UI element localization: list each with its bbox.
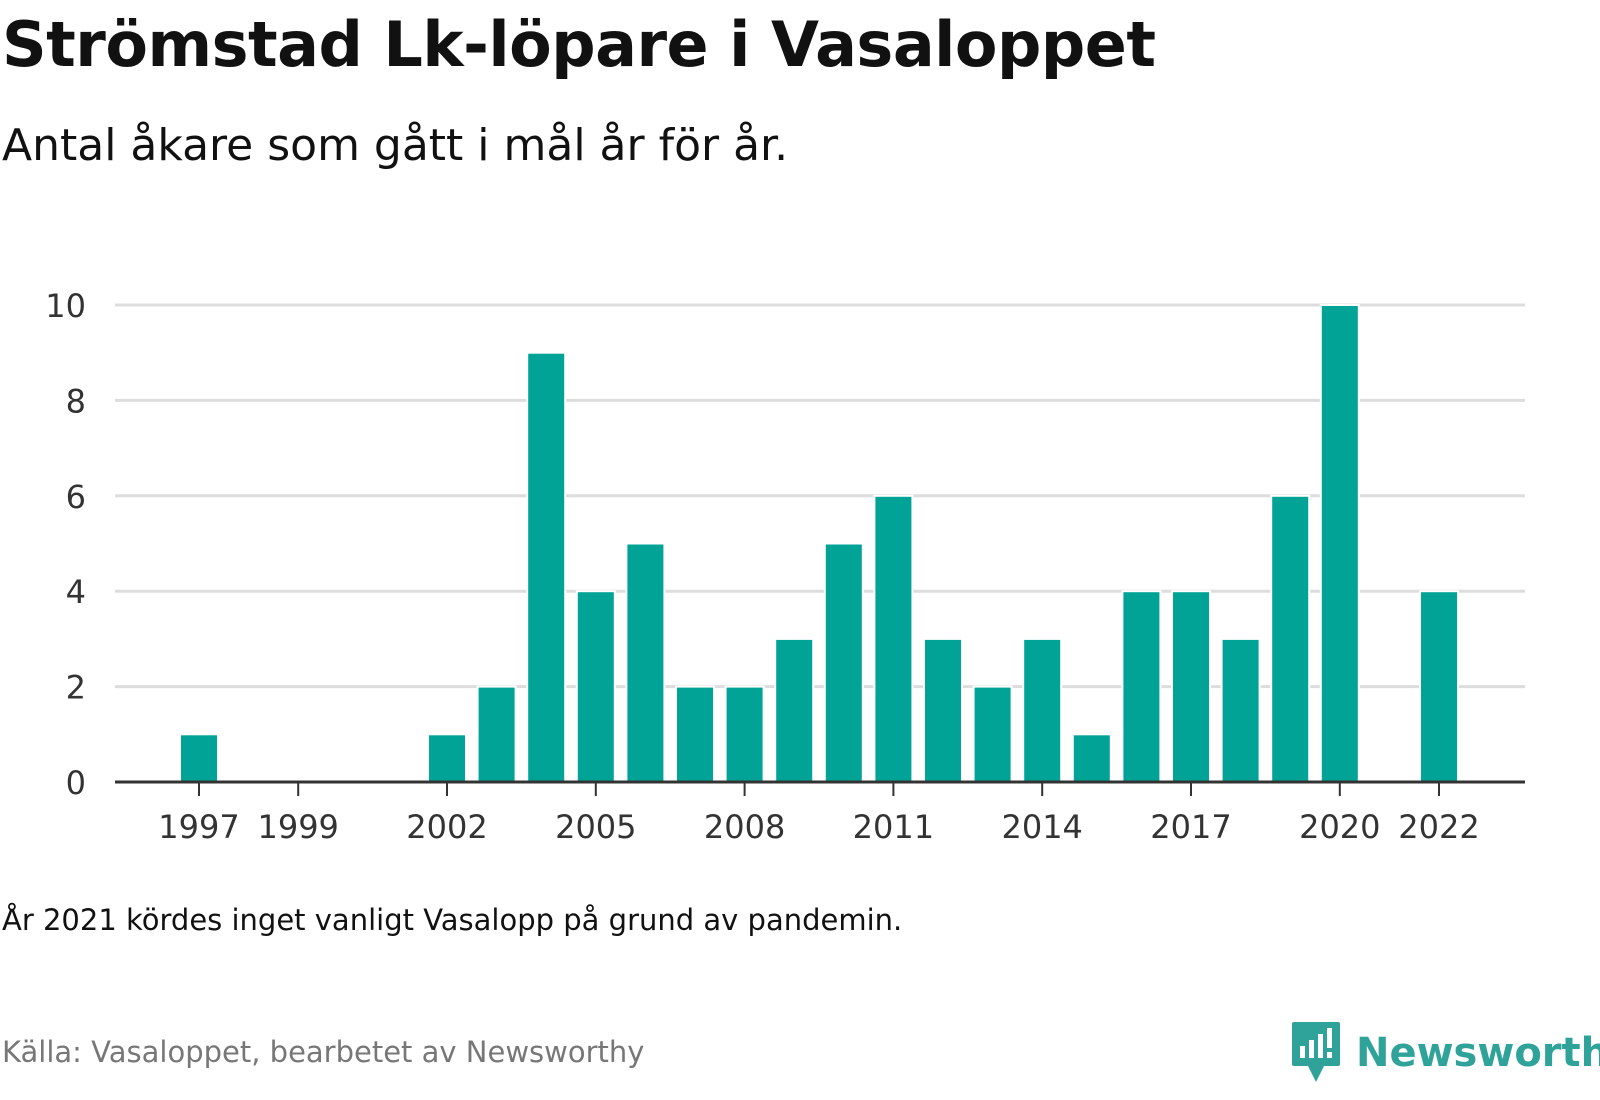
bar xyxy=(575,590,616,784)
bar xyxy=(972,685,1013,783)
bar xyxy=(179,733,219,783)
bar xyxy=(427,733,467,783)
y-tick-label: 10 xyxy=(45,287,86,325)
bar xyxy=(1319,304,1360,783)
y-axis-ticks: 0 2 4 6 8 10 xyxy=(45,287,86,802)
y-tick-label: 6 xyxy=(66,478,86,516)
chart-subtitle: Antal åkare som gått i mål år för år. xyxy=(2,120,789,171)
x-tick-label: 2014 xyxy=(1001,808,1082,846)
bar xyxy=(526,351,567,783)
bar xyxy=(823,542,864,783)
x-tick-label: 2011 xyxy=(853,808,934,846)
bar xyxy=(1270,494,1311,783)
bar-chart: 0 2 4 6 8 10 1997 1999 2002 2005 2008 2011 2014 2017… xyxy=(45,287,1525,846)
chart-note: År 2021 kördes inget vanligt Vasalopp på… xyxy=(2,903,903,937)
bar xyxy=(675,685,715,783)
x-tick-label: 1999 xyxy=(257,808,338,846)
bar xyxy=(724,685,765,783)
newsworthy-chart-icon xyxy=(1292,1022,1340,1082)
x-tick-label: 2020 xyxy=(1299,808,1380,846)
grid-lines xyxy=(115,303,1525,689)
y-tick-label: 4 xyxy=(66,573,86,611)
bar xyxy=(1071,733,1112,783)
chart-title: Strömstad Lk-löpare i Vasaloppet xyxy=(2,8,1156,81)
y-tick-label: 2 xyxy=(66,669,86,707)
x-tick-label: 2022 xyxy=(1398,808,1479,846)
bar xyxy=(774,637,815,784)
y-tick-label: 8 xyxy=(66,382,86,420)
x-tick-label: 1997 xyxy=(158,808,239,846)
x-tick-label: 2017 xyxy=(1150,808,1231,846)
newsworthy-logo[interactable]: Newsworthy xyxy=(1290,1018,1600,1088)
bar xyxy=(923,637,963,784)
y-tick-label: 0 xyxy=(66,764,86,802)
brand-name: Newsworthy xyxy=(1356,1030,1600,1076)
bar xyxy=(1022,637,1063,784)
x-tick-label: 2008 xyxy=(704,808,785,846)
bar xyxy=(625,542,666,783)
x-tick-label: 2005 xyxy=(555,808,636,846)
bar xyxy=(1121,590,1162,784)
bar xyxy=(1171,590,1211,784)
bar xyxy=(1419,590,1459,784)
x-tick-label: 2002 xyxy=(406,808,487,846)
x-axis-ticks: 1997 1999 2002 2005 2008 2011 2014 2017 2020 2022 xyxy=(158,782,1480,846)
bar xyxy=(476,685,517,783)
source-text: Källa: Vasaloppet, bearbetet av Newswort… xyxy=(2,1035,645,1069)
bars xyxy=(179,304,1459,784)
bar xyxy=(873,494,914,783)
bar xyxy=(1220,637,1261,784)
